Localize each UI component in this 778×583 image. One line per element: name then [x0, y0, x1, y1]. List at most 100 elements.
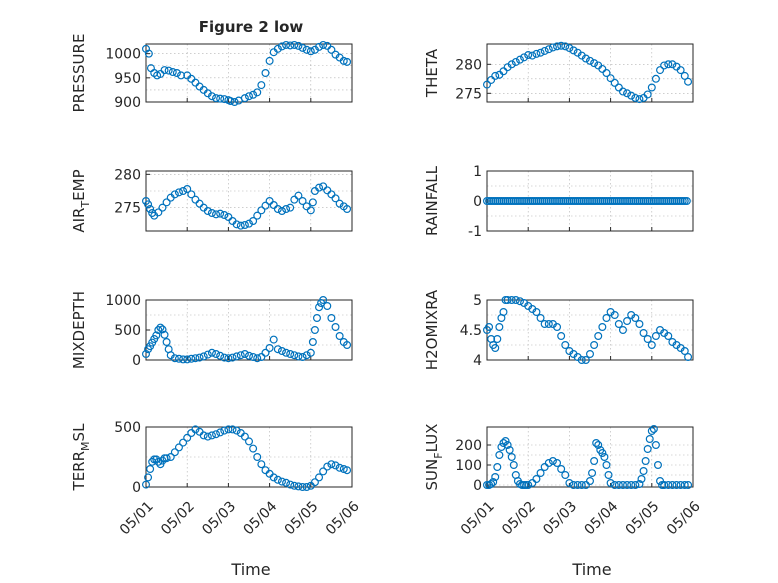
- data-point: [618, 87, 627, 96]
- subplot-3: 275 280 AIRTEMP: [70, 167, 353, 233]
- data-point: [226, 97, 235, 106]
- data-point: [581, 54, 590, 63]
- data-point: [236, 221, 245, 230]
- data-point: [319, 40, 328, 49]
- data-point: [565, 479, 574, 488]
- data-point: [319, 296, 328, 305]
- data-point: [294, 191, 303, 200]
- data-point: [261, 348, 270, 357]
- x-tick-label: 05/04: [581, 498, 621, 538]
- data-point: [273, 345, 282, 354]
- data-point: [528, 479, 537, 488]
- data-point: [156, 323, 165, 332]
- data-point: [676, 481, 685, 490]
- y-tick-label: 950: [114, 71, 141, 87]
- data-point: [491, 71, 500, 80]
- axes-box: [486, 170, 694, 232]
- y-axis-label: AIRTEMP: [70, 169, 92, 232]
- data-point: [290, 481, 299, 490]
- data-point: [598, 323, 607, 332]
- data-point: [191, 195, 200, 204]
- y-tick-label: 1000: [105, 47, 141, 63]
- y-tick-label: 0: [132, 353, 141, 369]
- data-point: [682, 197, 691, 206]
- data-point: [224, 213, 233, 222]
- data-point: [487, 480, 496, 489]
- data-point: [585, 350, 594, 359]
- data-point: [610, 78, 619, 87]
- data-point: [503, 441, 512, 450]
- axes-box: [145, 43, 353, 103]
- data-point: [249, 217, 258, 226]
- data-point: [146, 205, 155, 214]
- data-point: [187, 354, 196, 363]
- data-point: [590, 457, 599, 466]
- data-point: [524, 51, 533, 60]
- data-point: [290, 351, 299, 360]
- data-point: [656, 66, 665, 75]
- data-point: [207, 92, 216, 101]
- axes-box: [486, 43, 694, 103]
- data-point: [160, 66, 169, 75]
- y-axis-label-part: TERR: [70, 451, 88, 492]
- data-point: [207, 431, 216, 440]
- data-point: [656, 477, 665, 486]
- data-point: [315, 42, 324, 51]
- data-point: [569, 46, 578, 55]
- data-point: [501, 437, 510, 446]
- data-point: [240, 350, 249, 359]
- data-point: [277, 347, 286, 356]
- data-point: [536, 48, 545, 57]
- data-point: [499, 67, 508, 76]
- data-point: [511, 57, 520, 66]
- data-point: [643, 90, 652, 99]
- data-point: [664, 481, 673, 490]
- data-point: [257, 460, 266, 469]
- data-point: [298, 353, 307, 362]
- data-point: [343, 205, 352, 214]
- data-point: [592, 439, 601, 448]
- subplot-4: -1 0 1 RAINFALL: [423, 164, 694, 240]
- data-point: [261, 201, 270, 210]
- data-point: [302, 45, 311, 54]
- y-tick-label: 0: [473, 194, 482, 210]
- data-point: [298, 483, 307, 492]
- data-point: [144, 49, 153, 58]
- data-point: [298, 43, 307, 52]
- data-point: [308, 338, 317, 347]
- data-point: [532, 49, 541, 58]
- data-point: [245, 351, 254, 360]
- data-point: [331, 461, 340, 470]
- data-point: [544, 320, 553, 329]
- data-point: [651, 332, 660, 341]
- data-point: [282, 205, 291, 214]
- data-point: [228, 425, 237, 434]
- data-point: [528, 51, 537, 60]
- x-tick-label: 05/01: [117, 498, 157, 538]
- data-point: [253, 354, 262, 363]
- data-point: [499, 439, 508, 448]
- data-point: [282, 478, 291, 487]
- data-point: [606, 479, 615, 488]
- data-point: [224, 425, 233, 434]
- x-axis-label: Time: [571, 560, 611, 579]
- data-point: [335, 199, 344, 208]
- y-axis-label: MIXDEPTH: [70, 291, 88, 369]
- data-point: [493, 463, 502, 472]
- data-point: [187, 190, 196, 199]
- data-point: [212, 94, 221, 103]
- data-point: [142, 480, 151, 489]
- data-point: [327, 314, 336, 323]
- data-point: [627, 91, 636, 100]
- data-point: [573, 481, 582, 490]
- data-point: [660, 481, 669, 490]
- data-point: [302, 202, 311, 211]
- data-point: [643, 335, 652, 344]
- data-point: [647, 427, 656, 436]
- data-point: [323, 302, 332, 311]
- data-point: [668, 481, 677, 490]
- x-tick-label: 05/04: [240, 498, 280, 538]
- y-tick-label: 5: [473, 293, 482, 309]
- y-tick-label: 0: [132, 480, 141, 496]
- data-point: [240, 221, 249, 230]
